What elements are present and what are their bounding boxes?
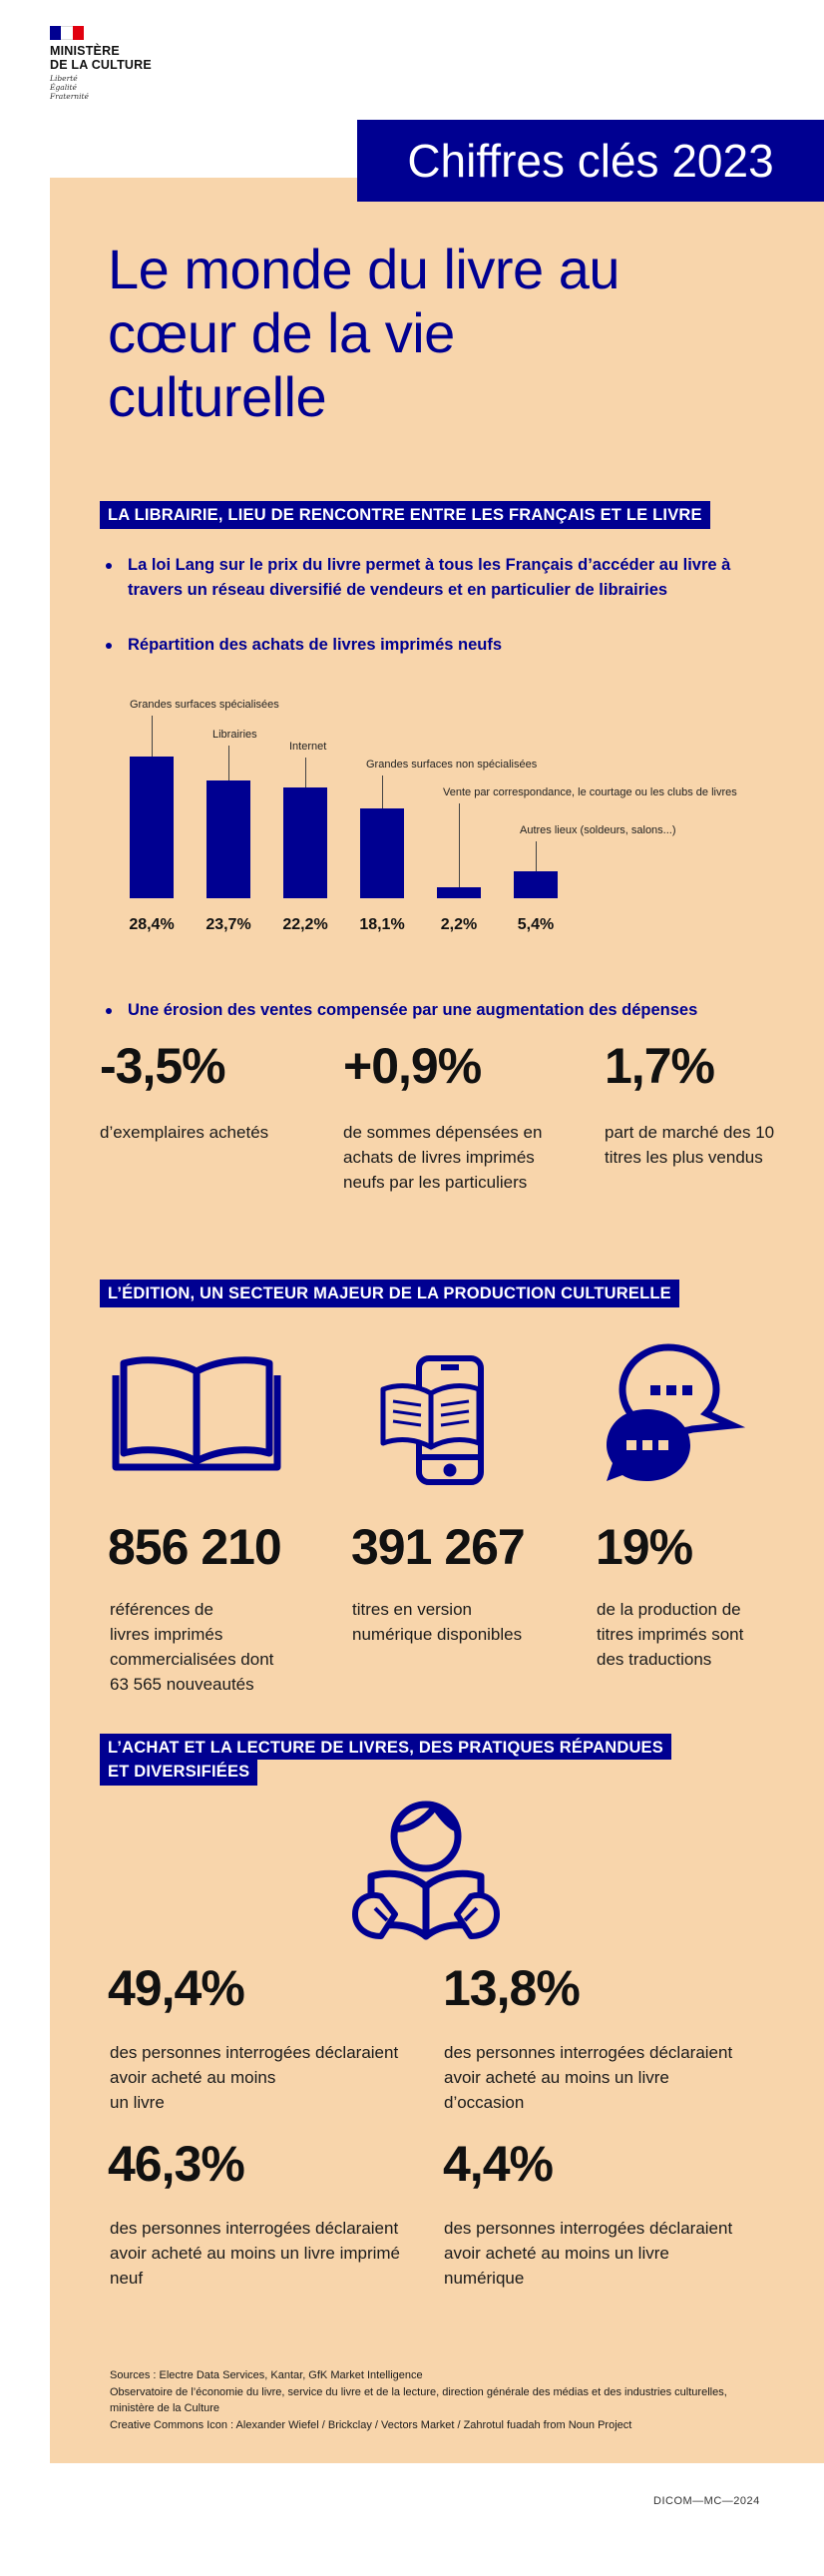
chart-leader-line — [305, 758, 306, 787]
stat-label: des personnes interrogées déclaraient av… — [110, 2219, 401, 2288]
chart-leader-line — [536, 841, 537, 871]
chart-leader-line — [382, 775, 383, 808]
section-achat-tag-line1: L’ACHAT ET LA LECTURE DE LIVRES, DES PRA… — [100, 1734, 671, 1760]
chart-value-label: 18,1% — [359, 916, 405, 933]
speech-bubbles-icon — [607, 1343, 746, 1481]
page-title: Le monde du livre au cœur de la vie cult… — [108, 238, 620, 428]
chart-category-label: Internet — [289, 741, 327, 753]
stat-label: d’exemplaires achetés — [100, 1123, 269, 1142]
chart-category-label: Grandes surfaces non spécialisées — [366, 759, 538, 771]
chart-value-label: 22,2% — [282, 916, 328, 933]
stat-label: de la production de titres imprimés sont… — [597, 1600, 744, 1669]
stat-value: 19% — [596, 1519, 693, 1575]
chart-bar — [360, 807, 404, 898]
stat-value: 391 267 — [351, 1519, 526, 1575]
section-achat-tag-line2: ET DIVERSIFIÉES — [100, 1760, 258, 1786]
chart-value-label: 28,4% — [129, 916, 175, 933]
stat-label: de sommes dépensées en achats de livres … — [343, 1123, 543, 1192]
sources-text: Sources : Electre Data Services, Kantar,… — [110, 2369, 727, 2431]
chart-category-label: Vente par correspondance, le courtage ou… — [443, 786, 737, 798]
bullet-erosion: Une érosion des ventes compensée par une… — [106, 998, 766, 1023]
chart-category-label: Librairies — [212, 729, 257, 741]
stat-label: des personnes interrogées déclaraient av… — [110, 2043, 399, 2112]
chart-leader-line — [228, 746, 229, 780]
chart-bar — [514, 871, 558, 898]
stat-value: 1,7% — [605, 1038, 715, 1094]
ministry-logo-text: MINISTÈRE DE LA CULTURE — [50, 44, 152, 72]
footer-code: DICOM—MC—2024 — [653, 2495, 760, 2507]
chart-bar — [437, 887, 481, 898]
republic-motto: Liberté Égalité Fraternité — [50, 74, 89, 101]
key-figures-banner: Chiffres clés 2023 — [357, 120, 824, 202]
bullet-repartition: Répartition des achats de livres imprimé… — [106, 633, 766, 658]
republic-flag-icon — [50, 26, 84, 40]
open-book-icon — [112, 1356, 281, 1471]
chart-value-label: 23,7% — [206, 916, 251, 933]
chart-leader-line — [459, 803, 460, 887]
stat-value: -3,5% — [100, 1038, 226, 1094]
chart-value-label: 5,4% — [517, 916, 555, 933]
chart-value-label: 2,2% — [440, 916, 478, 933]
chart-leader-line — [152, 716, 153, 757]
chart-bar — [283, 787, 327, 898]
content-panel — [50, 178, 824, 2463]
stat-label: part de marché des 10 titres les plus ve… — [605, 1123, 775, 1167]
chart-category-label: Grandes surfaces spécialisées — [130, 699, 279, 711]
stat-label: titres en version numérique disponibles — [352, 1600, 523, 1644]
section-librairie-tag: LA LIBRAIRIE, LIEU DE RENCONTRE ENTRE LE… — [100, 501, 710, 529]
stat-label: des personnes interrogées déclaraient av… — [444, 2043, 733, 2112]
reader-icon — [352, 1801, 500, 1940]
ebook-phone-icon — [380, 1355, 484, 1485]
stat-value: 49,4% — [108, 1960, 245, 2016]
stat-label: des personnes interrogées déclaraient av… — [444, 2219, 733, 2288]
stat-value: 46,3% — [108, 2136, 245, 2192]
chart-category-label: Autres lieux (soldeurs, salons...) — [520, 824, 676, 836]
stat-value: 856 210 — [108, 1519, 282, 1575]
stat-value: 4,4% — [443, 2136, 554, 2192]
chart-bar — [206, 779, 250, 898]
chart-bar — [130, 757, 174, 898]
bullet-loi-lang: La loi Lang sur le prix du livre permet … — [106, 553, 766, 603]
stat-value: 13,8% — [443, 1960, 581, 2016]
section-edition-tag: L’ÉDITION, UN SECTEUR MAJEUR DE LA PRODU… — [100, 1280, 679, 1307]
stat-label: références de livres imprimés commercial… — [110, 1600, 274, 1694]
stat-value: +0,9% — [343, 1038, 482, 1094]
